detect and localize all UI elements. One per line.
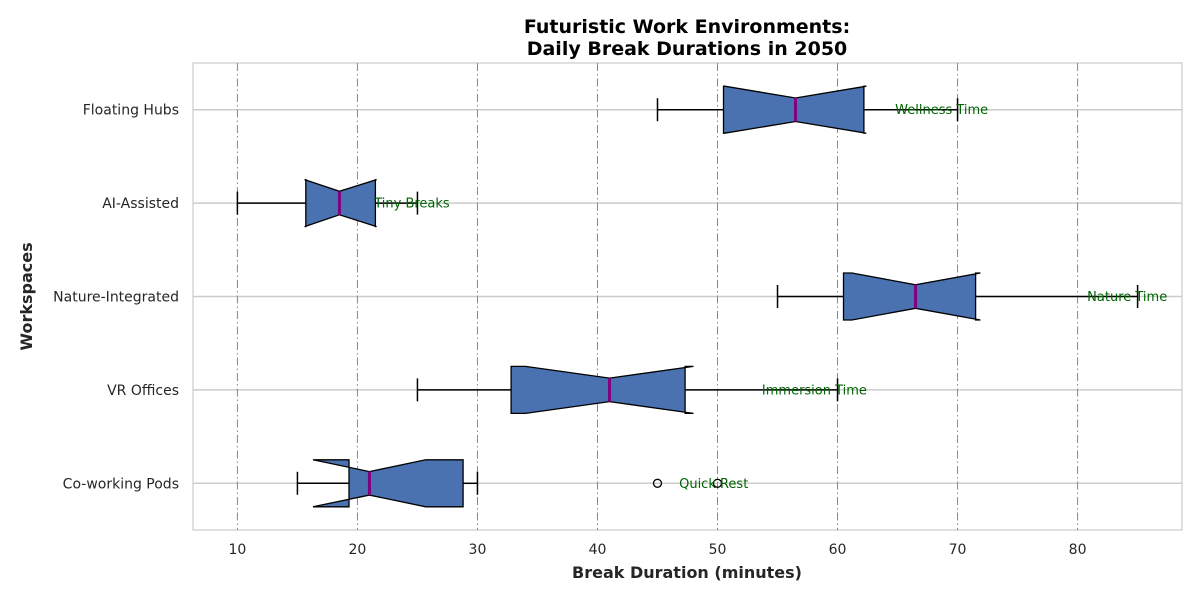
notched-box [312, 459, 464, 508]
chart-title-line-1: Futuristic Work Environments: [524, 16, 850, 38]
outlier-point [712, 478, 723, 488]
y-tick-label: Floating Hubs [83, 103, 179, 119]
annotation-label: Tiny Breaks [373, 197, 450, 212]
x-tick-label: 10 [228, 542, 246, 558]
x-tick-label: 40 [589, 542, 607, 558]
y-axis-label: Workspaces [17, 242, 36, 350]
x-tick-label: 60 [829, 542, 847, 558]
y-tick-label: VR Offices [107, 383, 179, 399]
y-tick-label: Nature-Integrated [53, 290, 179, 306]
outlier-point [652, 478, 663, 488]
x-tick-label: 20 [349, 542, 367, 558]
y-tick-label: AI-Assisted [102, 196, 179, 212]
chart-title-line-2: Daily Break Durations in 2050 [527, 38, 848, 60]
annotation-label: Quick Rest [679, 477, 748, 492]
x-axis-label: Break Duration (minutes) [572, 563, 802, 582]
x-tick-label: 50 [709, 542, 727, 558]
annotation-label: Nature Time [1087, 290, 1167, 305]
x-tick-label: 80 [1069, 542, 1087, 558]
annotation-label: Wellness Time [895, 103, 988, 118]
x-tick-label: 70 [949, 542, 967, 558]
y-tick-label: Co-working Pods [63, 476, 179, 492]
x-tick-label: 30 [469, 542, 487, 558]
notched-box [510, 365, 694, 415]
notched-box [842, 272, 981, 321]
annotation-label: Immersion Time [762, 383, 867, 398]
